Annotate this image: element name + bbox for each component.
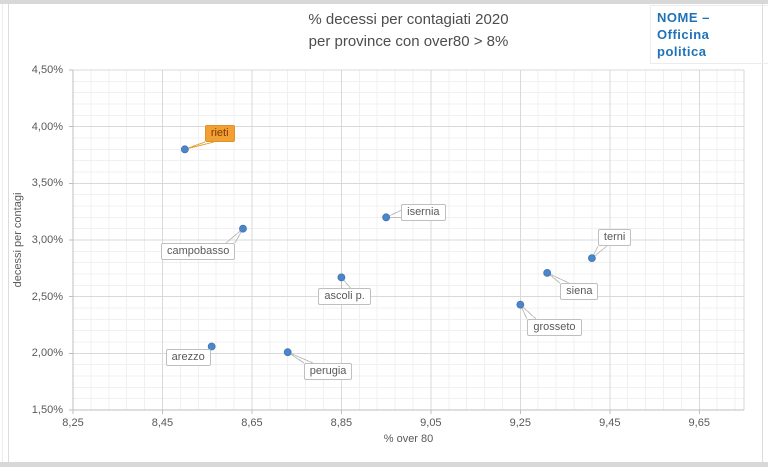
y-tick-label: 2,00%	[31, 347, 63, 360]
data-point-ascolip[interactable]	[337, 273, 346, 282]
y-tick-label: 4,00%	[31, 120, 63, 133]
x-tick-label: 9,25	[509, 417, 532, 429]
data-point-rieti[interactable]	[180, 145, 189, 154]
logo: NOME – Officina politica	[650, 5, 768, 64]
window-border-left	[8, 4, 9, 462]
window-border-bottom	[0, 462, 768, 467]
data-point-perugia[interactable]	[283, 348, 292, 357]
y-tick-label: 3,50%	[31, 177, 63, 190]
x-tick-label: 9,65	[688, 417, 710, 429]
y-tick-label: 1,50%	[31, 404, 63, 416]
point-label-ascolip[interactable]: ascoli p.	[318, 288, 371, 306]
x-tick-label: 8,85	[330, 417, 353, 429]
x-tick-label: 9,45	[599, 417, 621, 429]
data-point-grosseto[interactable]	[516, 300, 525, 309]
x-tick-label: 8,25	[62, 417, 84, 429]
window-border-left-outer	[2, 4, 3, 462]
logo-line-2: Officina	[657, 27, 710, 42]
chart-title-line-1: % decessi per contagiati 2020	[308, 11, 509, 28]
point-label-terni[interactable]: terni	[597, 229, 632, 247]
point-label-perugia[interactable]: perugia	[303, 363, 353, 381]
point-label-grosseto[interactable]: grosseto	[527, 318, 582, 336]
y-tick-label: 2,50%	[31, 290, 63, 303]
data-point-terni[interactable]	[588, 254, 596, 263]
data-point-campobasso[interactable]	[239, 224, 247, 233]
data-points	[180, 145, 596, 357]
logo-line-1: NOME –	[657, 10, 710, 25]
logo-line-3: politica	[657, 44, 707, 59]
x-tick-label: 9,05	[420, 417, 442, 429]
data-point-arezzo[interactable]	[207, 342, 216, 351]
x-tick-label: 8,45	[151, 417, 174, 429]
x-axis-title: % over 80	[383, 433, 434, 445]
axis-lines	[69, 69, 744, 414]
chart-title-line-2: per province con over80 > 8%	[308, 33, 509, 50]
point-label-arezzo[interactable]: arezzo	[165, 348, 211, 366]
point-label-isernia[interactable]: isernia	[401, 204, 446, 222]
x-tick-label: 8,65	[241, 417, 263, 429]
y-tick-label: 4,50%	[31, 64, 63, 76]
point-label-rieti[interactable]: rieti	[204, 125, 235, 143]
data-point-siena[interactable]	[543, 268, 552, 277]
point-label-siena[interactable]: siena	[560, 282, 599, 300]
y-tick-label: 3,00%	[31, 234, 63, 246]
point-label-campobasso[interactable]: campobasso	[160, 242, 236, 260]
data-point-isernia[interactable]	[382, 213, 391, 222]
major-gridlines	[73, 69, 745, 410]
window-border-right	[762, 4, 763, 462]
window-border-top	[0, 0, 768, 4]
